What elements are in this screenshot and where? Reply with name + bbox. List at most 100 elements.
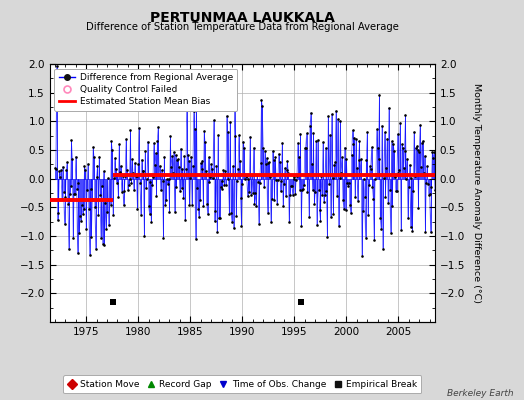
Point <box>287 182 295 189</box>
Point <box>169 170 177 176</box>
Point <box>402 176 410 182</box>
Point <box>145 211 154 217</box>
Point <box>105 222 113 228</box>
Point <box>321 145 330 151</box>
Point <box>76 213 84 220</box>
Point <box>92 174 101 180</box>
Point <box>176 188 184 194</box>
Point <box>212 163 221 169</box>
Point <box>196 160 205 166</box>
Point <box>419 138 427 144</box>
Point <box>207 161 215 168</box>
Point <box>238 181 247 187</box>
Point <box>274 177 282 183</box>
Point <box>383 135 391 142</box>
Point <box>72 153 80 160</box>
Point <box>334 116 342 123</box>
Point <box>405 184 413 190</box>
Point <box>248 172 256 178</box>
Point <box>398 141 406 147</box>
Point <box>394 170 402 176</box>
Point <box>208 166 216 172</box>
Point <box>203 211 212 217</box>
Point <box>250 201 259 208</box>
Point <box>306 122 314 129</box>
Point <box>399 165 408 172</box>
Point <box>248 189 257 196</box>
Point <box>143 176 151 182</box>
Point <box>419 170 428 176</box>
Point <box>51 165 59 171</box>
Point <box>301 145 309 151</box>
Point <box>245 188 254 195</box>
Point <box>392 188 401 194</box>
Point <box>364 212 373 218</box>
Point <box>319 139 327 146</box>
Point <box>318 192 326 198</box>
Point <box>130 187 138 194</box>
Point <box>340 206 348 212</box>
Point <box>228 219 236 225</box>
Point <box>132 173 140 179</box>
Point <box>278 140 287 146</box>
Point <box>228 163 237 169</box>
Point <box>332 108 340 114</box>
Point <box>337 170 345 176</box>
Point <box>205 179 214 186</box>
Point <box>254 179 262 185</box>
Point <box>339 197 347 203</box>
Point <box>342 156 351 162</box>
Point <box>412 145 420 151</box>
Point <box>100 242 108 248</box>
Point <box>64 246 73 252</box>
Point <box>374 145 382 151</box>
Point <box>279 203 287 210</box>
Point <box>198 157 206 164</box>
Point <box>296 131 304 137</box>
Point <box>179 195 188 202</box>
Point <box>344 183 352 189</box>
Point <box>421 229 430 235</box>
Point <box>123 167 131 173</box>
Point <box>95 154 103 160</box>
Point <box>231 104 239 110</box>
Point <box>413 147 422 154</box>
Point <box>192 88 201 95</box>
Point <box>90 154 98 160</box>
Point <box>423 163 431 170</box>
Point <box>396 120 405 126</box>
Point <box>326 214 335 220</box>
Point <box>133 173 141 179</box>
Point <box>125 176 134 183</box>
Point <box>183 152 192 158</box>
Point <box>377 226 385 232</box>
Point <box>264 160 272 166</box>
Point <box>225 211 234 217</box>
Point <box>214 132 222 138</box>
Point <box>345 180 353 186</box>
Point <box>288 182 296 189</box>
Point <box>232 213 241 219</box>
Point <box>142 185 150 192</box>
Point <box>240 144 248 151</box>
Point <box>414 205 423 211</box>
Point <box>59 188 68 195</box>
Point <box>424 181 432 187</box>
Point <box>104 175 112 182</box>
Point <box>269 157 278 163</box>
Point <box>102 226 111 232</box>
Point <box>72 186 81 192</box>
Point <box>341 207 350 213</box>
Point <box>106 202 115 208</box>
Point <box>227 210 235 216</box>
Point <box>313 222 321 228</box>
Point <box>411 173 419 179</box>
Point <box>113 171 122 177</box>
Point <box>379 245 387 252</box>
Point <box>366 163 374 170</box>
Point <box>213 229 221 236</box>
Point <box>341 144 349 151</box>
Point <box>115 141 123 148</box>
Point <box>168 153 176 160</box>
Point <box>263 155 271 162</box>
